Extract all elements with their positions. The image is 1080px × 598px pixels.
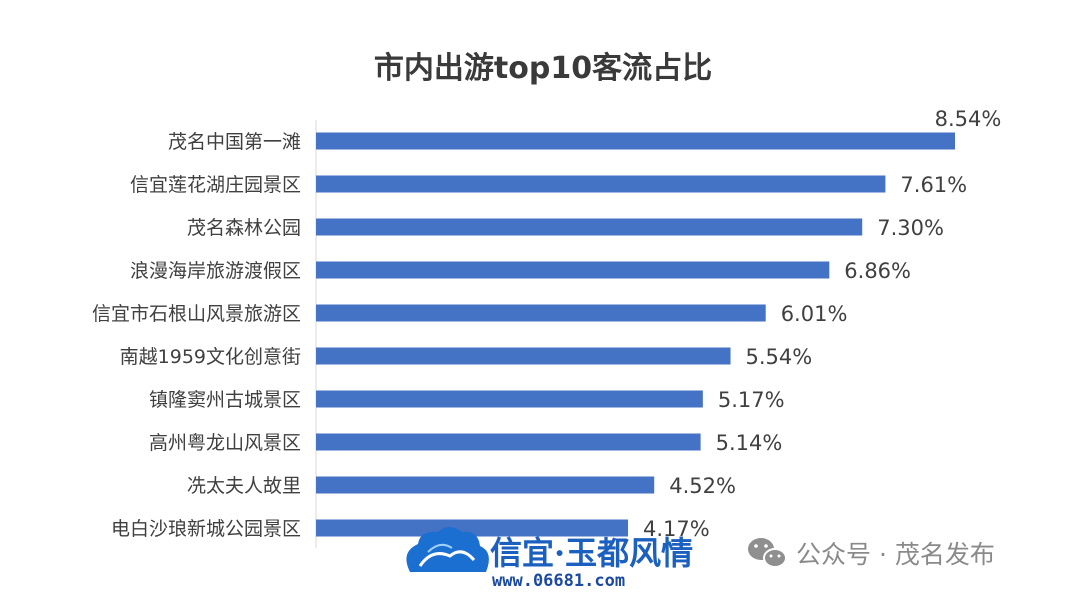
value-label-9: 4.52% <box>669 474 736 498</box>
bars-group: 茂名中国第一滩 8.54% 信宜莲花湖庄园景区 7.61% 茂名森林公园 7.30% 浪漫海… <box>92 107 1001 541</box>
category-label-1: 茂名中国第一滩 <box>168 131 301 153</box>
value-label-8: 5.14% <box>716 431 783 455</box>
category-label-6: 南越1959文化创意街 <box>120 346 301 368</box>
bar-5 <box>316 304 766 322</box>
value-label-4: 6.86% <box>844 259 911 283</box>
value-label-1: 8.54% <box>935 107 1002 131</box>
bar-6 <box>316 347 731 365</box>
bar-7 <box>316 390 703 408</box>
value-label-2: 7.61% <box>900 173 967 197</box>
category-label-9: 冼太夫人故里 <box>187 475 301 497</box>
value-label-5: 6.01% <box>781 302 848 326</box>
value-label-3: 7.30% <box>877 216 944 240</box>
category-label-2: 信宜莲花湖庄园景区 <box>130 174 301 196</box>
category-label-5: 信宜市石根山风景旅游区 <box>92 303 301 325</box>
chart-title: 市内出游top10客流占比 <box>374 51 712 86</box>
bar-8 <box>316 433 701 451</box>
category-label-4: 浪漫海岸旅游渡假区 <box>130 260 301 282</box>
logo-url: www.06681.com <box>492 571 625 591</box>
wechat-icon <box>748 538 787 568</box>
bar-10 <box>316 519 629 537</box>
bar-4 <box>316 261 830 279</box>
bar-2 <box>316 175 886 193</box>
category-label-7: 镇隆窦州古城景区 <box>149 389 301 411</box>
category-label-3: 茂名森林公园 <box>187 217 301 239</box>
bar-1 <box>316 132 955 150</box>
category-label-10: 电白沙琅新城公园景区 <box>111 518 301 540</box>
logo-text: 信宜·玉都风情 <box>490 534 693 572</box>
site-logo: 信宜·玉都风情 www.06681.com <box>406 527 693 591</box>
value-label-6: 5.54% <box>746 345 813 369</box>
wechat-watermark: 公众号 · 茂名发布 <box>748 538 995 569</box>
category-label-8: 高州粤龙山风景区 <box>149 432 301 454</box>
wechat-account-label: 公众号 · 茂名发布 <box>796 540 995 569</box>
cloud-wave-icon <box>406 527 489 572</box>
bar-9 <box>316 476 655 494</box>
value-label-7: 5.17% <box>718 388 785 412</box>
value-label-10: 4.17% <box>643 517 710 541</box>
bar-3 <box>316 218 863 236</box>
